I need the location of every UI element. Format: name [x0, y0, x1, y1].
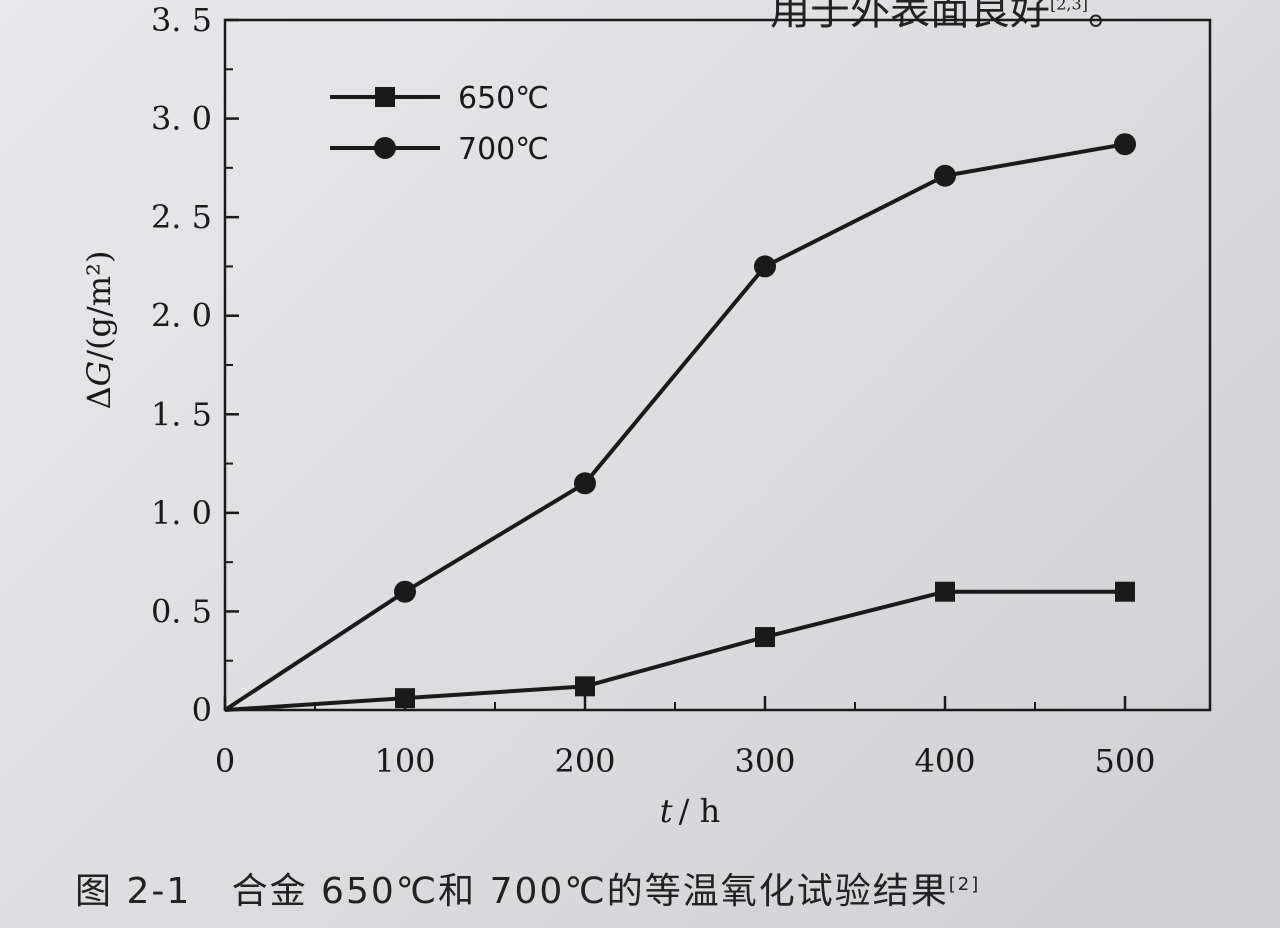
y-tick-label: 2. 5	[151, 198, 212, 236]
series-point-circle	[394, 580, 416, 603]
y-tick-label: 0. 5	[151, 592, 212, 630]
series-point-square	[395, 688, 415, 709]
series-point-square	[755, 627, 775, 648]
header-end: 。	[1087, 0, 1128, 34]
legend: 650℃ 700℃	[330, 81, 549, 167]
y-tick-label: 1. 0	[151, 494, 212, 532]
y-ticks: 0 0. 5 1. 0 1. 5 2. 0 2. 5 3. 0 3. 5	[151, 1, 239, 729]
oxidation-chart: 0 0. 5 1. 0 1. 5 2. 0 2. 5 3. 0 3. 5 0 100 200 300…	[80, 1, 1212, 830]
x-axis-italic: t	[660, 792, 673, 830]
x-axis-unit: / h	[679, 792, 721, 830]
page-header-fragment: 用于外表面良好[2,3]。	[770, 0, 1128, 36]
series-point-square	[1115, 581, 1135, 602]
x-ticks: 0 100 200 300 400 500	[215, 696, 1156, 780]
figure-caption: 图 2-1 合金 650℃和 700℃的等温氧化试验结果[2]	[75, 862, 980, 914]
legend-marker-650	[375, 87, 395, 107]
y-tick-label: 3. 5	[151, 1, 212, 39]
x-tick-label: 400	[914, 742, 975, 780]
x-tick-label: 500	[1094, 742, 1155, 780]
y-axis-unit: /(g/m²)	[80, 251, 118, 361]
caption-text: 合金 650℃和 700℃的等温氧化试验结果	[231, 871, 949, 912]
caption-ref: [2]	[948, 874, 981, 895]
series-line-1	[223, 142, 1126, 712]
x-tick-label: 300	[734, 742, 795, 780]
series-point-circle	[574, 472, 596, 495]
series-point-circle	[754, 255, 776, 278]
legend-label-650: 650℃	[458, 81, 549, 116]
series-line-0	[224, 589, 1125, 712]
y-axis-prefix: Δ	[80, 386, 118, 409]
y-axis-title: ΔG/(g/m²)	[80, 251, 118, 410]
series-point-square	[935, 581, 955, 602]
x-tick-label: 200	[554, 742, 615, 780]
y-tick-label: 3. 0	[151, 100, 212, 138]
legend-label-700: 700℃	[458, 132, 549, 167]
x-tick-label: 100	[374, 742, 435, 780]
series-point-square	[575, 676, 595, 697]
y-tick-label: 1. 5	[151, 395, 212, 433]
x-tick-label: 0	[215, 742, 235, 780]
y-tick-label: 2. 0	[151, 297, 212, 335]
header-text: 用于外表面良好	[770, 0, 1050, 34]
plot-frame	[223, 18, 1212, 712]
series-point-circle	[1114, 133, 1136, 156]
series-point-circle	[934, 164, 956, 187]
y-axis-italic: G	[80, 361, 118, 387]
caption-prefix: 图 2-1	[75, 871, 192, 912]
series-layer	[223, 133, 1136, 712]
header-ref: [2,3]	[1050, 0, 1088, 14]
x-axis-title: t / h	[660, 792, 720, 830]
y-tick-label: 0	[192, 691, 212, 729]
legend-marker-700	[374, 137, 396, 159]
